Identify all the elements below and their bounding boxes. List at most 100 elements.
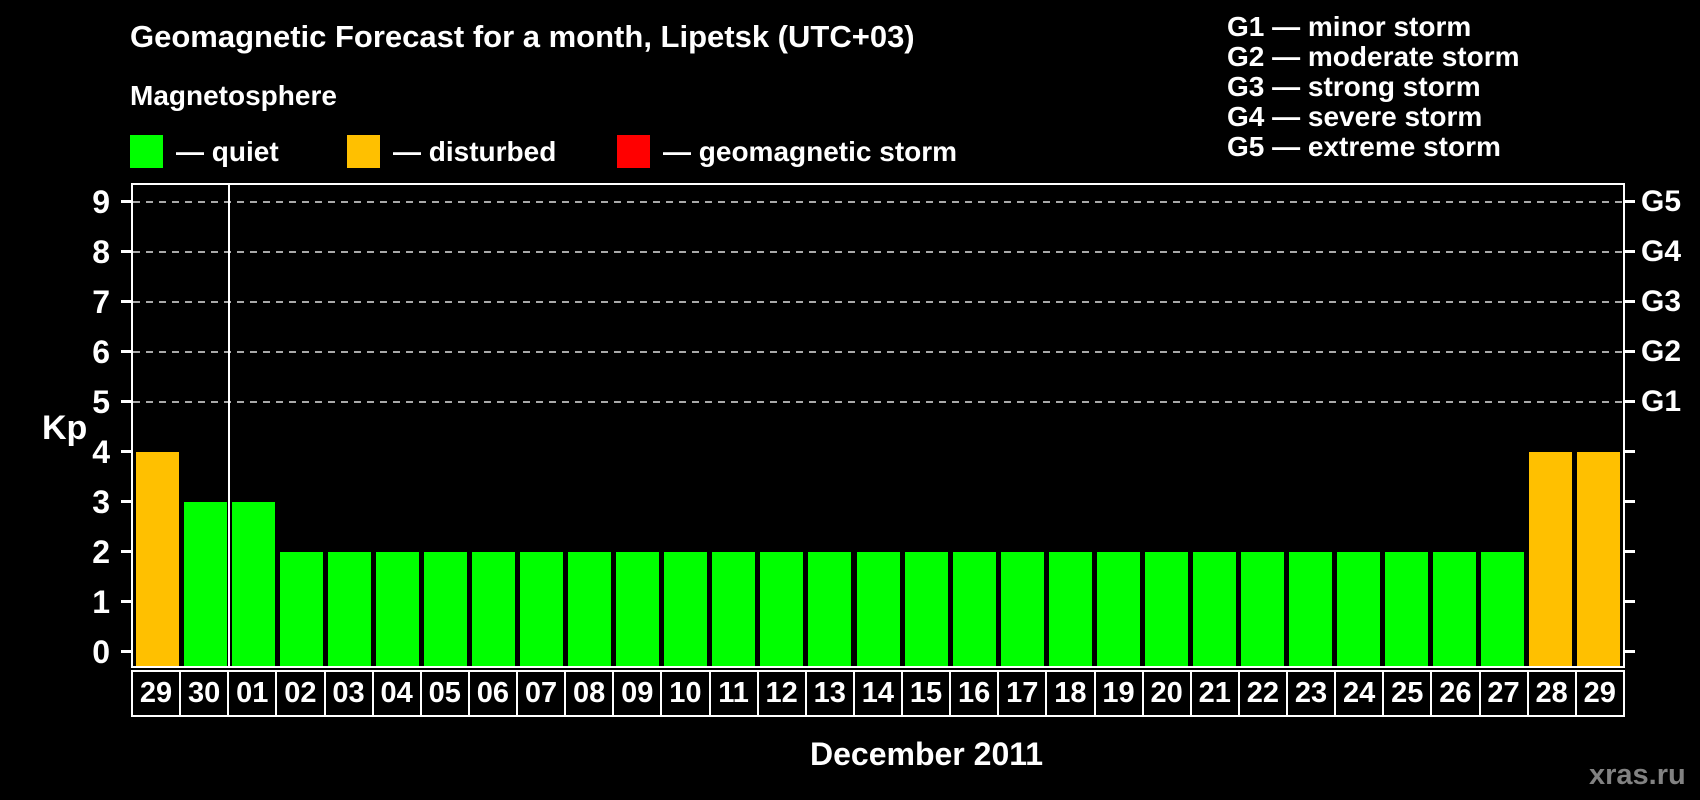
kp-bar (1096, 551, 1140, 666)
g-scale-label: G5 (1641, 184, 1682, 218)
legend-item-disturbed: — disturbed (347, 135, 556, 168)
storm-color-swatch (617, 135, 650, 168)
day-label: 01 (229, 672, 278, 715)
kp-bar (856, 551, 900, 666)
g-scale-label: G3 (1641, 284, 1682, 318)
day-label: 06 (470, 672, 518, 715)
day-label: 29 (1583, 677, 1616, 709)
month-separator-line (228, 183, 231, 668)
g4-legend-line: G4 — severe storm (1227, 101, 1483, 132)
day-label: 07 (518, 672, 567, 715)
day-axis: 29 30 01 02 03 04 05 06 07 08 09 10 11 12 13 14 15 16 17 18… (131, 670, 1625, 717)
disturbed-color-swatch (347, 135, 380, 168)
kp-bar (1481, 551, 1525, 666)
y-tick-label: 5 (92, 383, 110, 420)
y-tick-label: 8 (92, 233, 110, 270)
y-axis-tick-left (121, 500, 131, 504)
kp-bar (1048, 551, 1092, 666)
magnetosphere-subtitle: Magnetosphere (130, 80, 337, 111)
y-tick-label: 0 (92, 633, 110, 670)
y-tick-label: 1 (92, 583, 110, 620)
kp-gridline (133, 250, 1623, 253)
y-tick-label: 3 (92, 483, 110, 520)
kp-bar (423, 551, 467, 666)
kp-bar (520, 551, 564, 666)
kp-bar (1000, 551, 1044, 666)
quiet-color-swatch (130, 135, 163, 168)
g2-legend-line: G2 — moderate storm (1227, 41, 1520, 72)
y-tick-label: 9 (92, 183, 110, 220)
day-label: 23 (1288, 672, 1337, 715)
day-label: 16 (951, 672, 1000, 715)
y-axis-tick-right (1625, 650, 1635, 654)
kp-bar (1337, 551, 1381, 666)
day-label: 10 (662, 672, 711, 715)
kp-bar (135, 451, 179, 666)
y-axis-tick-right (1625, 450, 1635, 454)
kp-bar (327, 551, 371, 666)
y-axis-tick-left (121, 250, 131, 254)
y-axis-tick-right (1625, 400, 1635, 404)
day-label: 17 (999, 672, 1048, 715)
day-label: 26 (1432, 672, 1481, 715)
kp-bar (952, 551, 996, 666)
day-label: 24 (1336, 672, 1385, 715)
day-label: 14 (855, 672, 903, 715)
kp-bar (375, 551, 419, 666)
kp-gridline (133, 400, 1623, 403)
y-axis-tick-left (121, 200, 131, 204)
y-axis-tick-left (121, 650, 131, 654)
day-label: 18 (1047, 672, 1096, 715)
kp-bar (616, 551, 660, 666)
kp-bar (808, 551, 852, 666)
y-axis-tick-right (1625, 350, 1635, 354)
y-axis-tick-left (121, 550, 131, 554)
day-label: 13 (807, 672, 855, 715)
watermark: xras.ru (1589, 759, 1686, 791)
kp-bar (1529, 451, 1573, 666)
y-axis-tick-right (1625, 500, 1635, 504)
plot-area (131, 183, 1625, 668)
day-label: 19 (1096, 672, 1144, 715)
page-title: Geomagnetic Forecast for a month, Lipets… (130, 19, 915, 54)
day-label: 27 (1481, 672, 1529, 715)
g1-legend-line: G1 — minor storm (1227, 11, 1472, 42)
y-axis-tick-right (1625, 600, 1635, 604)
g3-legend-line: G3 — strong storm (1227, 71, 1481, 102)
x-axis-title: December 2011 (810, 736, 1044, 772)
kp-bar (279, 551, 323, 666)
legend-item-label: — disturbed (393, 135, 557, 167)
kp-bar (1289, 551, 1333, 666)
day-label: 29 (133, 672, 182, 715)
kp-bar (183, 501, 227, 666)
day-label: 30 (181, 672, 230, 715)
y-tick-label: 7 (92, 283, 110, 320)
day-label: 21 (1192, 672, 1240, 715)
day-label: 03 (326, 672, 374, 715)
legend-item-quiet: — quiet (130, 135, 279, 168)
y-axis-tick-left (121, 400, 131, 404)
legend-item-storm: — geomagnetic storm (617, 135, 957, 168)
kp-bar (760, 551, 804, 666)
kp-bar (1192, 551, 1236, 666)
y-tick-label: 2 (92, 533, 110, 570)
day-label: 28 (1529, 672, 1577, 715)
kp-bar (904, 551, 948, 666)
legend-item-label: — geomagnetic storm (663, 135, 958, 167)
day-label: 09 (614, 672, 663, 715)
day-label: 25 (1384, 672, 1433, 715)
y-axis-tick-right (1625, 300, 1635, 304)
y-axis-tick-right (1625, 250, 1635, 254)
kp-bar (568, 551, 612, 666)
y-axis-tick-right (1625, 550, 1635, 554)
y-axis-tick-left (121, 600, 131, 604)
day-label: 04 (374, 672, 422, 715)
g5-legend-line: G5 — extreme storm (1227, 131, 1501, 162)
y-tick-label: 6 (92, 333, 110, 370)
g-scale-label: G4 (1641, 234, 1682, 268)
day-label: 08 (566, 672, 615, 715)
legend-item-label: — quiet (176, 135, 279, 167)
y-axis-title: Kp (42, 409, 88, 447)
kp-bar (1433, 551, 1477, 666)
